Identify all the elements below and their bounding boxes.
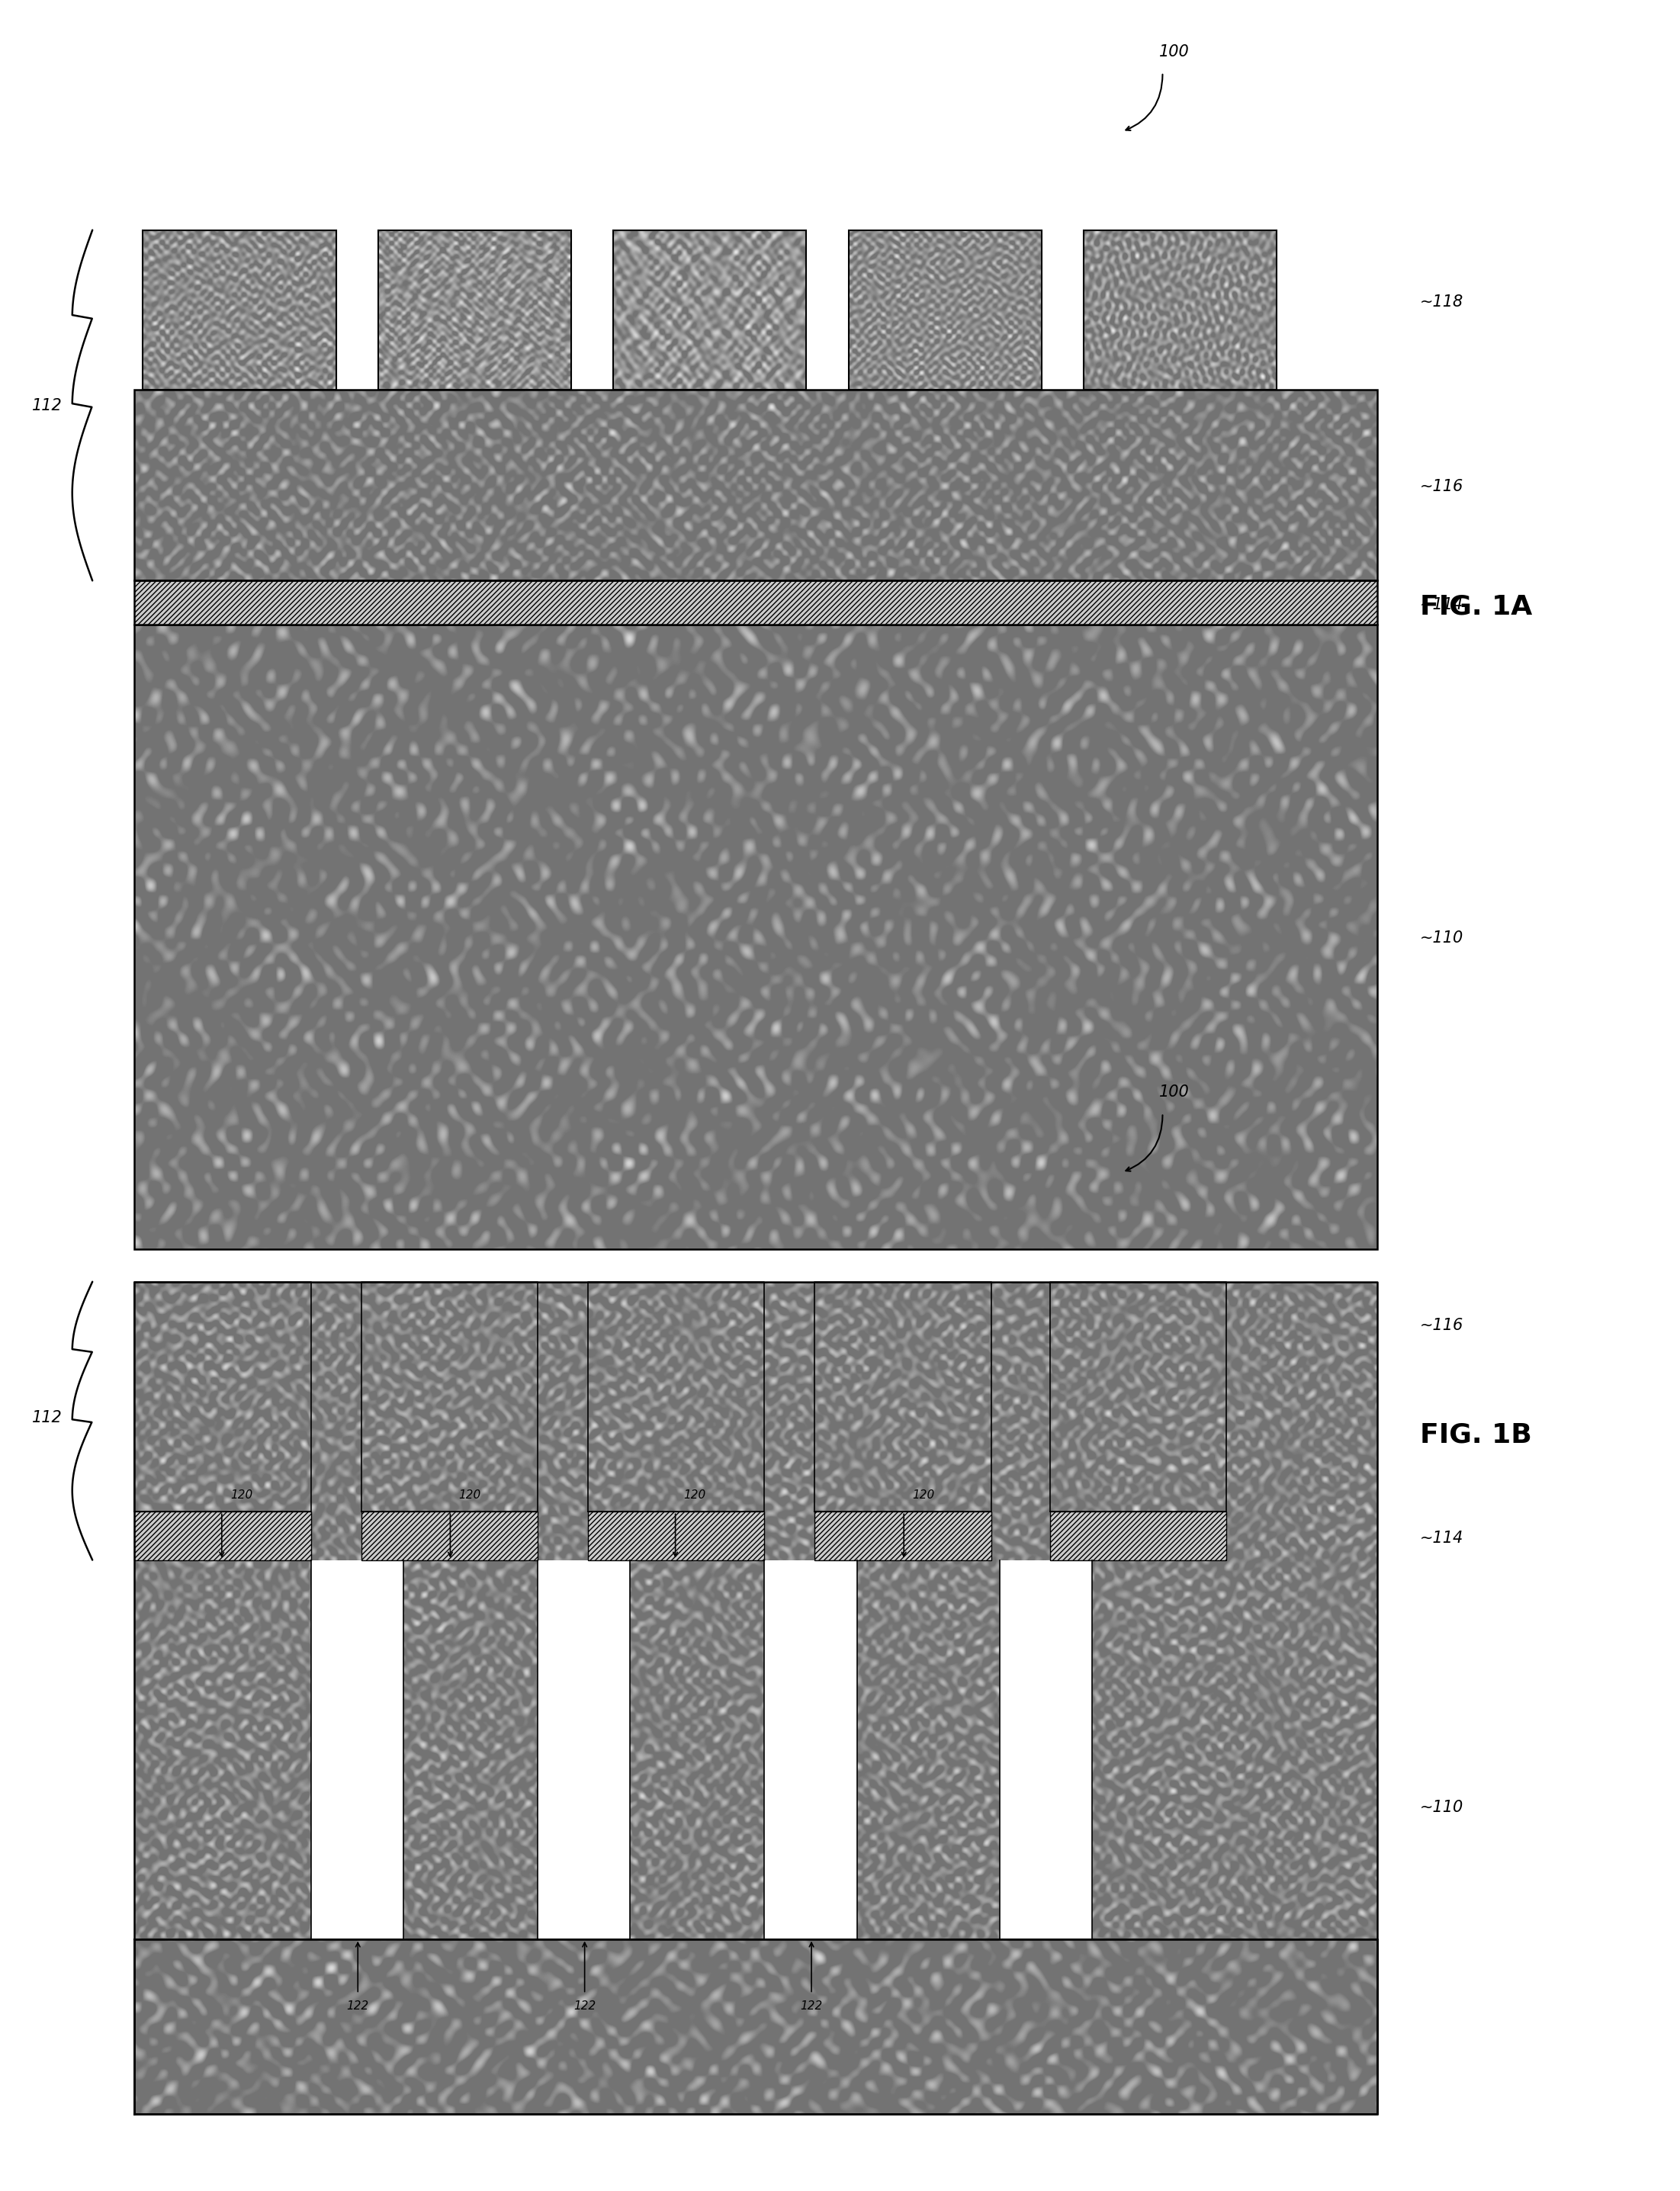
- Bar: [378, 230, 571, 390]
- Text: 120: 120: [459, 1490, 480, 1501]
- Bar: [134, 1939, 1378, 2114]
- Text: ~114: ~114: [1420, 598, 1463, 611]
- Text: 120: 120: [912, 1490, 934, 1501]
- Text: ~114: ~114: [1420, 1532, 1463, 1545]
- Bar: [1050, 1512, 1226, 1560]
- Bar: [1000, 1560, 1092, 1939]
- Bar: [848, 230, 1042, 390]
- Text: FIG. 1B: FIG. 1B: [1420, 1422, 1532, 1448]
- Text: FIG. 1A: FIG. 1A: [1420, 594, 1532, 620]
- Text: 112: 112: [32, 1411, 62, 1424]
- Bar: [1084, 230, 1277, 390]
- Text: 122: 122: [346, 2000, 370, 2011]
- Text: 122: 122: [573, 2000, 596, 2011]
- Text: 100: 100: [1159, 1085, 1189, 1100]
- Text: 120: 120: [684, 1490, 706, 1501]
- Text: ~110: ~110: [1420, 1801, 1463, 1814]
- Bar: [588, 1512, 764, 1560]
- Bar: [134, 390, 1378, 581]
- Bar: [134, 1512, 311, 1560]
- Text: ~116: ~116: [1420, 480, 1463, 493]
- Bar: [361, 1512, 538, 1560]
- Bar: [815, 1512, 991, 1560]
- Text: 112: 112: [32, 399, 62, 412]
- Bar: [764, 1560, 857, 1939]
- Bar: [134, 581, 1378, 624]
- Text: 122: 122: [800, 2000, 823, 2011]
- Bar: [311, 1560, 403, 1939]
- Text: ~110: ~110: [1420, 931, 1463, 944]
- Bar: [134, 624, 1378, 1249]
- Bar: [134, 1282, 1378, 1939]
- Text: 100: 100: [1159, 44, 1189, 59]
- Bar: [613, 230, 806, 390]
- Text: ~116: ~116: [1420, 1319, 1463, 1332]
- Text: 120: 120: [230, 1490, 252, 1501]
- Bar: [143, 230, 336, 390]
- Bar: [538, 1560, 630, 1939]
- Text: ~118: ~118: [1420, 296, 1463, 309]
